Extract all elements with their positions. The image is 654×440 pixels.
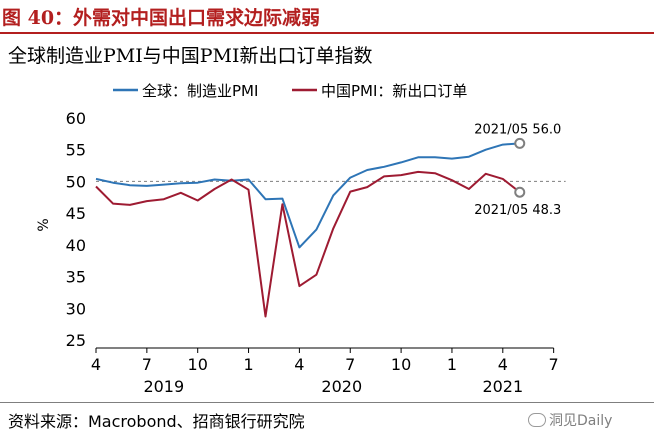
end-markers: 2021/05 56.0 2021/05 48.3 xyxy=(474,122,561,218)
year-label: 2021 xyxy=(482,377,523,396)
end-point-marker xyxy=(514,186,526,198)
chart-title: 全球制造业PMI与中国PMI新出口订单指数 xyxy=(8,45,373,67)
x-tick-label: 10 xyxy=(391,355,411,374)
x-axis-ticks: 4 7 10 1 4 7 10 1 4 7 xyxy=(91,348,559,374)
x-tick-label: 7 xyxy=(142,355,152,374)
source-note: 资料来源：Macrobond、招商银行研究院 xyxy=(8,412,305,431)
year-label: 2020 xyxy=(321,377,362,396)
x-axis-year-labels: 2019 2020 2021 xyxy=(143,377,523,396)
x-tick-label: 4 xyxy=(91,355,101,374)
end-point-marker xyxy=(514,137,526,149)
x-tick-label: 7 xyxy=(549,355,559,374)
y-tick-label: 60 xyxy=(66,109,86,128)
legend: 全球：制造业PMI 中国PMI：新出口订单 xyxy=(113,82,467,100)
pmi-line-chart: 全球制造业PMI与中国PMI新出口订单指数 全球：制造业PMI 中国PMI：新出… xyxy=(8,45,566,396)
y-axis-ticks: 25 30 35 40 45 50 55 60 xyxy=(66,109,86,350)
figure-title: 图 40：外需对中国出口需求边际减弱 xyxy=(2,7,321,29)
x-tick-label: 7 xyxy=(345,355,355,374)
y-tick-label: 45 xyxy=(66,204,86,223)
y-tick-label: 40 xyxy=(66,236,86,255)
y-tick-label: 25 xyxy=(66,331,86,350)
title-rule xyxy=(0,32,654,34)
y-axis-label: % xyxy=(36,218,52,231)
year-label: 2019 xyxy=(143,377,184,396)
watermark-text: 洞见Daily xyxy=(549,413,613,429)
y-tick-label: 30 xyxy=(66,299,86,318)
footer-rule xyxy=(0,402,654,403)
series-layer xyxy=(95,142,521,318)
y-tick-label: 35 xyxy=(66,268,86,287)
x-tick-label: 4 xyxy=(294,355,304,374)
x-tick-label: 1 xyxy=(447,355,457,374)
x-tick-label: 10 xyxy=(188,355,208,374)
y-tick-label: 55 xyxy=(66,141,86,160)
legend-label-blue: 全球：制造业PMI xyxy=(142,82,258,100)
series-line-china-export-orders xyxy=(95,170,521,318)
y-tick-label: 50 xyxy=(66,172,86,191)
legend-label-red: 中国PMI：新出口订单 xyxy=(321,82,467,100)
watermark: 洞见Daily xyxy=(528,410,612,430)
end-point-label: 2021/05 56.0 xyxy=(474,122,561,137)
end-point-label: 2021/05 48.3 xyxy=(474,203,561,218)
x-tick-label: 1 xyxy=(243,355,253,374)
series-line-global-pmi xyxy=(95,142,520,249)
wechat-icon xyxy=(528,413,546,427)
x-tick-label: 4 xyxy=(498,355,508,374)
